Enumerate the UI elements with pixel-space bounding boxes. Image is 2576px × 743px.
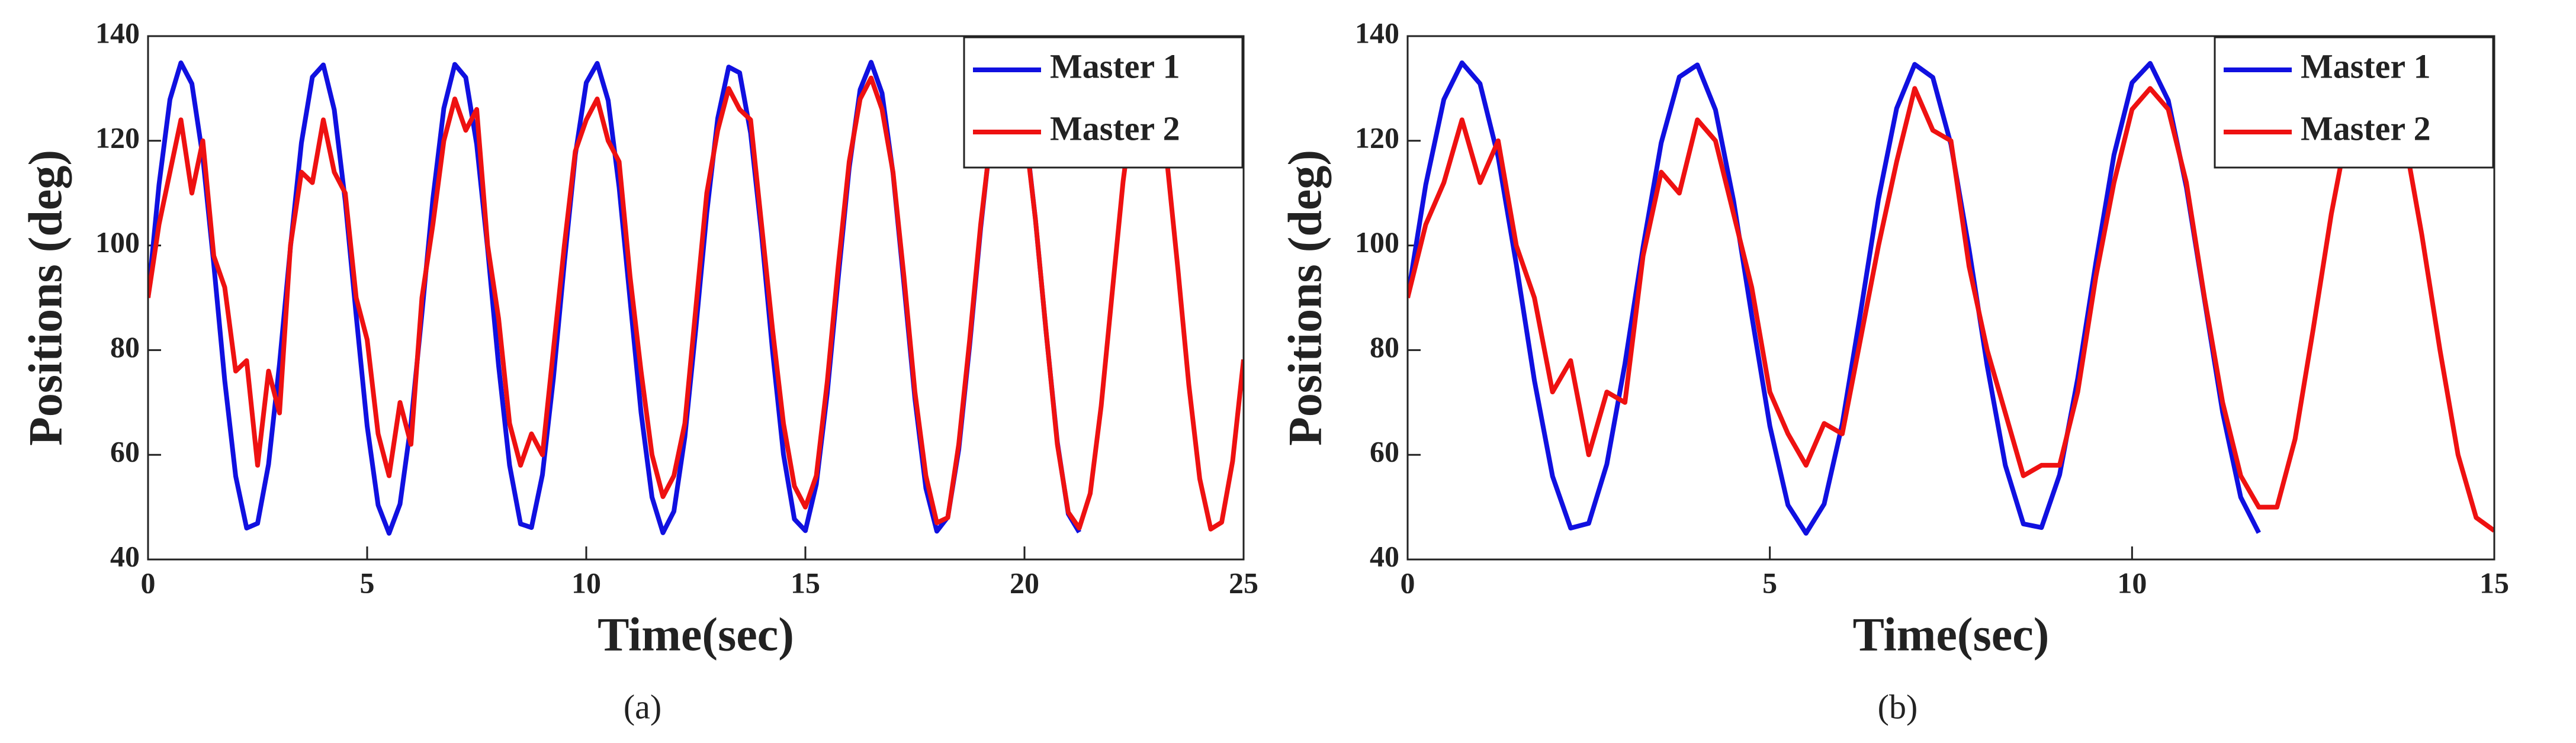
x-tick-label: 5 (1762, 566, 1777, 599)
y-tick-label: 140 (1355, 16, 1399, 49)
y-tick-label: 80 (110, 330, 140, 364)
x-axis-label: Time(sec) (598, 609, 794, 661)
caption: (b) (1878, 687, 1918, 726)
legend-label: Master 2 (2301, 109, 2431, 147)
x-tick-label: 25 (1229, 566, 1258, 599)
y-tick-label: 40 (110, 539, 140, 572)
x-tick-label: 0 (1401, 566, 1415, 599)
axes-frame (1406, 35, 2495, 561)
x-tick-label: 15 (2479, 566, 2509, 599)
x-tick-label: 5 (360, 566, 375, 599)
series-line (1408, 60, 2261, 536)
x-tick-label: 10 (2117, 566, 2147, 599)
x-tick-label: 0 (141, 566, 156, 599)
axes-frame (147, 35, 1245, 561)
y-tick-label: 120 (1355, 121, 1399, 154)
caption: (a) (624, 687, 661, 726)
y-axis-label: Positions (deg) (1279, 150, 1331, 446)
y-tick-label: 60 (110, 435, 140, 468)
y-tick-label: 140 (95, 16, 140, 49)
legend-box (2214, 36, 2494, 169)
y-axis-label: Positions (deg) (20, 150, 72, 446)
x-tick-label: 10 (571, 566, 601, 599)
y-tick-label: 120 (95, 121, 140, 154)
y-tick-label: 100 (1355, 226, 1399, 259)
y-tick-label: 60 (1370, 435, 1399, 468)
x-axis-label: Time(sec) (1853, 609, 2050, 661)
x-tick-label: 15 (791, 566, 820, 599)
legend-label: Master 1 (1050, 47, 1180, 85)
series-line (148, 60, 1244, 532)
y-tick-label: 40 (1370, 539, 1399, 572)
legend-label: Master 1 (2301, 47, 2431, 85)
legend-label: Master 2 (1050, 109, 1180, 147)
series-line (1408, 65, 2494, 533)
y-tick-label: 100 (95, 226, 140, 259)
legend-box (963, 36, 1244, 169)
y-tick-label: 80 (1370, 330, 1399, 364)
x-tick-label: 20 (1010, 566, 1039, 599)
